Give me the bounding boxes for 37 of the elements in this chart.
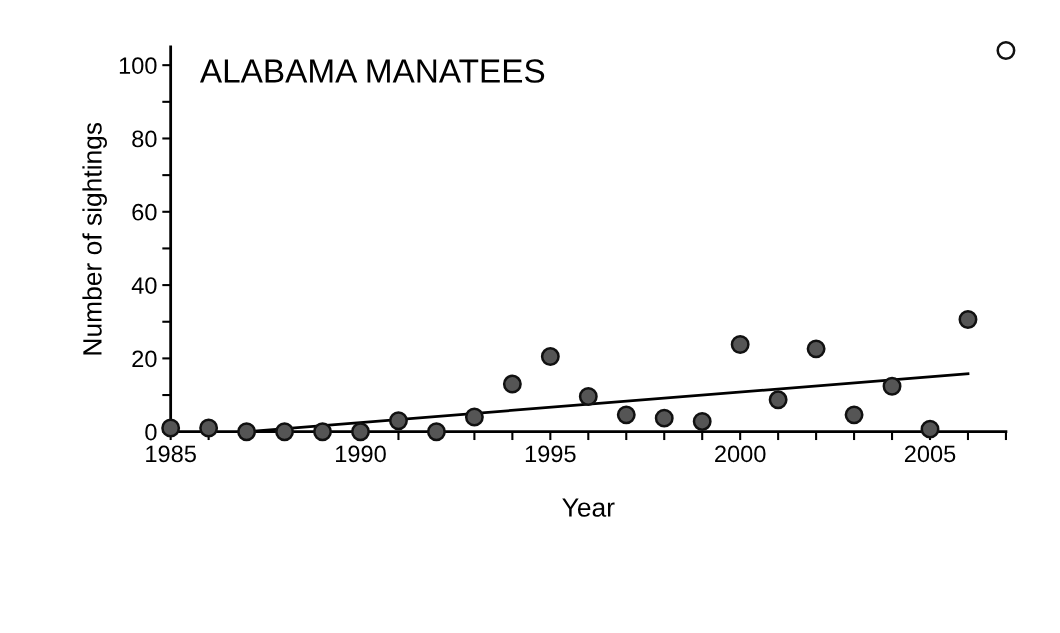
point xyxy=(920,419,940,439)
x-tick-label: 1985 xyxy=(146,445,196,463)
point xyxy=(882,376,902,396)
x-axis-title: Year xyxy=(562,498,615,517)
y-tick-label: 80 xyxy=(132,130,157,148)
x-tick-label: 1990 xyxy=(336,445,386,463)
point xyxy=(540,347,560,367)
y-tick-label: 40 xyxy=(131,277,157,294)
x-tick-label: 2000 xyxy=(715,445,766,463)
y-tick-label: 100 xyxy=(119,57,157,74)
point xyxy=(578,387,598,406)
y-tick-label: 20 xyxy=(132,350,157,368)
chart-title: ALABAMA MANATEES xyxy=(199,59,545,83)
x-tick-label: 1995 xyxy=(525,445,576,463)
point xyxy=(464,407,484,427)
x-tick-label: 2005 xyxy=(904,445,956,463)
point xyxy=(426,422,446,442)
point xyxy=(161,418,181,438)
point xyxy=(389,411,408,431)
y-axis-title: Number of sightings xyxy=(82,122,107,355)
y-tick-label: 60 xyxy=(132,203,157,221)
point xyxy=(654,408,674,428)
point xyxy=(275,422,295,442)
point xyxy=(313,422,332,442)
point xyxy=(768,390,788,410)
point xyxy=(844,405,864,425)
point xyxy=(502,374,522,394)
point xyxy=(730,335,750,354)
point xyxy=(996,41,1016,60)
point xyxy=(237,422,257,442)
point xyxy=(958,310,978,330)
point xyxy=(806,339,826,359)
point xyxy=(351,422,370,442)
y-tick-label: 0 xyxy=(145,423,157,441)
point xyxy=(616,405,636,425)
point xyxy=(199,418,219,438)
point xyxy=(692,411,712,431)
